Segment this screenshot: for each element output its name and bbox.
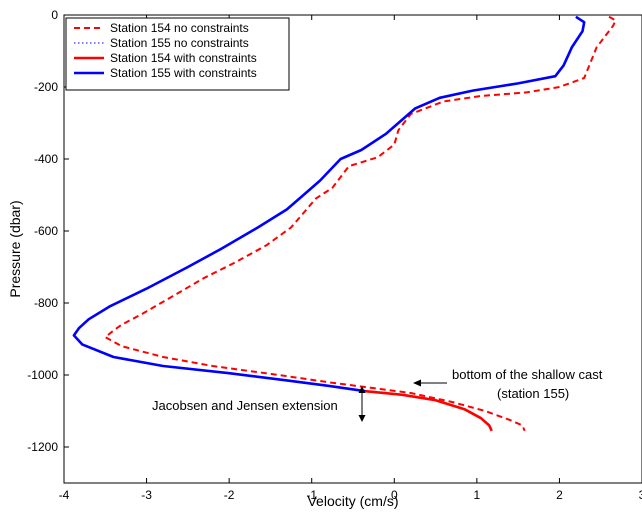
legend-label-1: Station 154 no constraints [110,21,249,35]
legend-label-4: Station 155 with constraints [110,66,257,80]
x-axis-ticks: -4 -3 -2 -1 0 1 2 3 [59,15,642,502]
y-tick-label: -1000 [27,368,58,382]
annotation-station-155: (station 155) [497,386,569,401]
shallow-cast-arrow-head [413,379,421,387]
x-tick-label: -4 [59,488,70,502]
x-tick-label: 2 [556,488,563,502]
x-tick-label: 1 [474,488,481,502]
x-tick-label: -1 [306,488,317,502]
x-tick-label: 0 [391,488,398,502]
series-layer [72,15,617,432]
annotation-jacobsen-jensen: Jacobsen and Jensen extension [152,398,338,413]
legend-label-2: Station 155 no constraints [110,36,249,50]
extension-arrow-up [358,386,366,393]
y-tick-label: -600 [34,224,58,238]
y-axis-label: Pressure (dbar) [7,200,23,297]
annotations: bottom of the shallow cast (station 155)… [152,367,603,422]
x-tick-label: -3 [141,488,152,502]
extension-arrow-down [358,415,366,422]
legend-label-3: Station 154 with constraints [110,51,257,65]
y-tick-label: 0 [51,8,58,22]
series-line-3 [365,389,493,432]
legend-box [65,17,290,91]
y-tick-label: -1200 [27,440,58,454]
y-tick-label: -400 [34,152,58,166]
y-tick-label: -200 [34,80,58,94]
x-axis-label: Velocity (cm/s) [307,493,398,509]
y-axis-ticks: 0 -200 -400 -600 -800 -1000 -1200 [27,8,69,454]
y-tick-label: -800 [34,296,58,310]
plot-area [63,14,642,484]
annotation-bottom-shallow-cast: bottom of the shallow cast [452,367,603,382]
x-tick-label: -2 [224,488,235,502]
series-line-4 [72,15,586,393]
x-tick-label: 3 [639,488,642,502]
